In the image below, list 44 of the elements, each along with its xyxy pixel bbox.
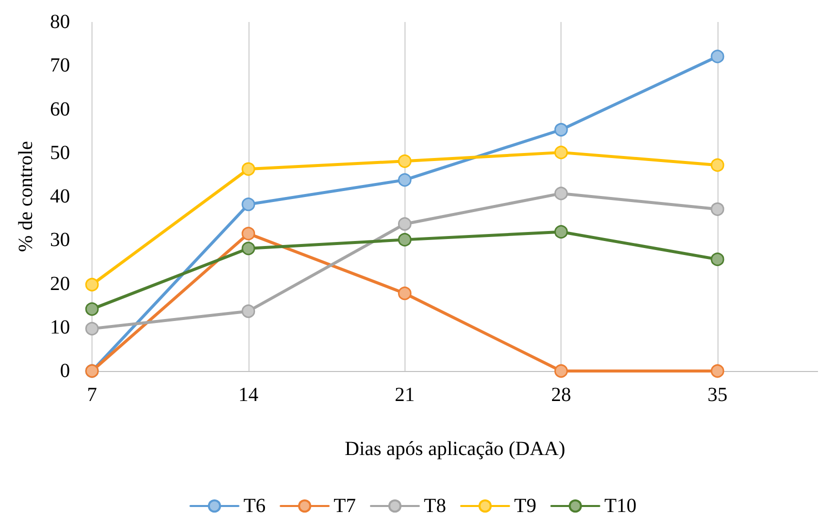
y-tick-label: 80 (50, 11, 70, 33)
point (85, 278, 99, 292)
point (398, 232, 412, 246)
point (554, 123, 568, 136)
x-axis-title: Dias após aplicação (DAA) (344, 438, 566, 460)
point (554, 146, 568, 160)
point (85, 322, 99, 336)
point (554, 186, 568, 200)
point (242, 242, 256, 256)
legend-label: T10 (604, 495, 637, 517)
legend-label: T6 (243, 495, 266, 517)
legend-label: T8 (424, 495, 446, 517)
point (554, 364, 568, 378)
x-tick-label: 7 (87, 384, 97, 406)
point (710, 50, 724, 64)
legend-label: T9 (514, 495, 536, 517)
x-tick-label: 14 (238, 384, 258, 406)
point (398, 173, 412, 187)
y-tick-label: 30 (50, 229, 70, 252)
y-tick-label: 20 (50, 272, 70, 295)
x-tick-label: 28 (551, 384, 572, 406)
point (242, 226, 256, 240)
y-tick-label: 60 (50, 98, 70, 120)
y-axis-title: % de controle (15, 140, 37, 252)
point (710, 364, 724, 378)
legend-label: T7 (334, 495, 356, 517)
point (242, 304, 256, 318)
point (242, 198, 256, 212)
point (242, 162, 256, 176)
point (398, 154, 412, 168)
point (398, 217, 412, 231)
y-tick-label: 0 (60, 360, 70, 382)
y-tick-label: 40 (50, 186, 70, 208)
x-tick-label: 35 (707, 384, 728, 406)
y-tick-label: 10 (50, 316, 70, 338)
point (710, 158, 724, 172)
y-tick-label: 50 (50, 142, 70, 164)
y-tick-label: 70 (50, 54, 70, 77)
point (85, 302, 99, 316)
point (554, 225, 568, 239)
point (398, 286, 412, 300)
point (710, 202, 724, 216)
x-tick-label: 21 (394, 384, 415, 406)
point (710, 252, 724, 266)
